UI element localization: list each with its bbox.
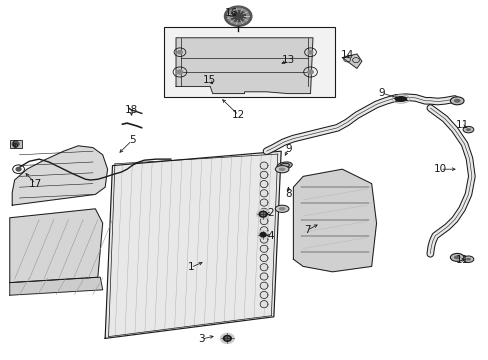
Text: 7: 7 <box>303 225 310 235</box>
Polygon shape <box>260 236 267 243</box>
Text: 4: 4 <box>266 231 273 241</box>
Text: 15: 15 <box>202 75 216 85</box>
Text: 16: 16 <box>224 8 238 18</box>
Circle shape <box>220 333 234 343</box>
Ellipse shape <box>465 128 470 131</box>
Polygon shape <box>260 162 267 169</box>
Circle shape <box>16 167 21 171</box>
Text: 3: 3 <box>198 334 204 344</box>
Text: 6: 6 <box>11 140 18 150</box>
Ellipse shape <box>453 99 460 103</box>
Circle shape <box>307 50 312 54</box>
Circle shape <box>12 141 19 147</box>
Polygon shape <box>10 277 102 295</box>
Text: 14: 14 <box>340 50 353 60</box>
Ellipse shape <box>275 166 288 173</box>
Polygon shape <box>176 38 312 94</box>
Ellipse shape <box>394 96 407 102</box>
Bar <box>163 27 334 97</box>
Polygon shape <box>260 264 267 271</box>
Polygon shape <box>260 180 267 188</box>
Text: 10: 10 <box>433 164 446 174</box>
Polygon shape <box>260 282 267 289</box>
Circle shape <box>177 50 182 54</box>
Circle shape <box>230 11 245 22</box>
Circle shape <box>223 336 231 341</box>
Circle shape <box>259 211 266 217</box>
Circle shape <box>225 337 229 340</box>
Polygon shape <box>260 199 267 206</box>
Text: 17: 17 <box>29 179 42 189</box>
Polygon shape <box>260 190 267 197</box>
Ellipse shape <box>453 256 460 259</box>
Text: 18: 18 <box>124 105 138 115</box>
Text: 12: 12 <box>231 110 245 120</box>
Text: 1: 1 <box>187 262 194 273</box>
Text: 9: 9 <box>377 88 384 98</box>
Circle shape <box>224 6 251 26</box>
Polygon shape <box>342 54 361 68</box>
Text: 9: 9 <box>285 144 291 154</box>
Polygon shape <box>12 146 107 205</box>
Polygon shape <box>260 217 267 225</box>
Ellipse shape <box>449 253 463 261</box>
Text: 11: 11 <box>454 120 468 130</box>
Text: 8: 8 <box>285 189 291 199</box>
Text: 13: 13 <box>281 55 295 66</box>
Polygon shape <box>260 227 267 234</box>
Ellipse shape <box>275 205 288 212</box>
Polygon shape <box>260 208 267 215</box>
Text: 11: 11 <box>454 255 468 265</box>
Polygon shape <box>260 245 267 252</box>
Polygon shape <box>105 151 281 338</box>
Text: 5: 5 <box>128 135 135 145</box>
Circle shape <box>261 213 264 216</box>
Ellipse shape <box>449 97 463 105</box>
Ellipse shape <box>462 256 473 262</box>
Polygon shape <box>260 171 267 179</box>
Polygon shape <box>260 301 267 308</box>
Circle shape <box>307 70 313 74</box>
Ellipse shape <box>462 126 473 133</box>
Polygon shape <box>293 169 376 272</box>
Ellipse shape <box>278 207 285 211</box>
Polygon shape <box>10 209 102 283</box>
Ellipse shape <box>278 167 285 171</box>
Ellipse shape <box>276 162 292 169</box>
Ellipse shape <box>465 258 470 261</box>
Text: 2: 2 <box>266 208 273 219</box>
Polygon shape <box>260 255 267 262</box>
Circle shape <box>177 70 183 74</box>
Bar <box>10 140 21 148</box>
Polygon shape <box>260 291 267 298</box>
Circle shape <box>260 233 265 237</box>
Circle shape <box>227 8 248 24</box>
Circle shape <box>256 210 269 219</box>
Circle shape <box>257 231 268 239</box>
Polygon shape <box>260 273 267 280</box>
